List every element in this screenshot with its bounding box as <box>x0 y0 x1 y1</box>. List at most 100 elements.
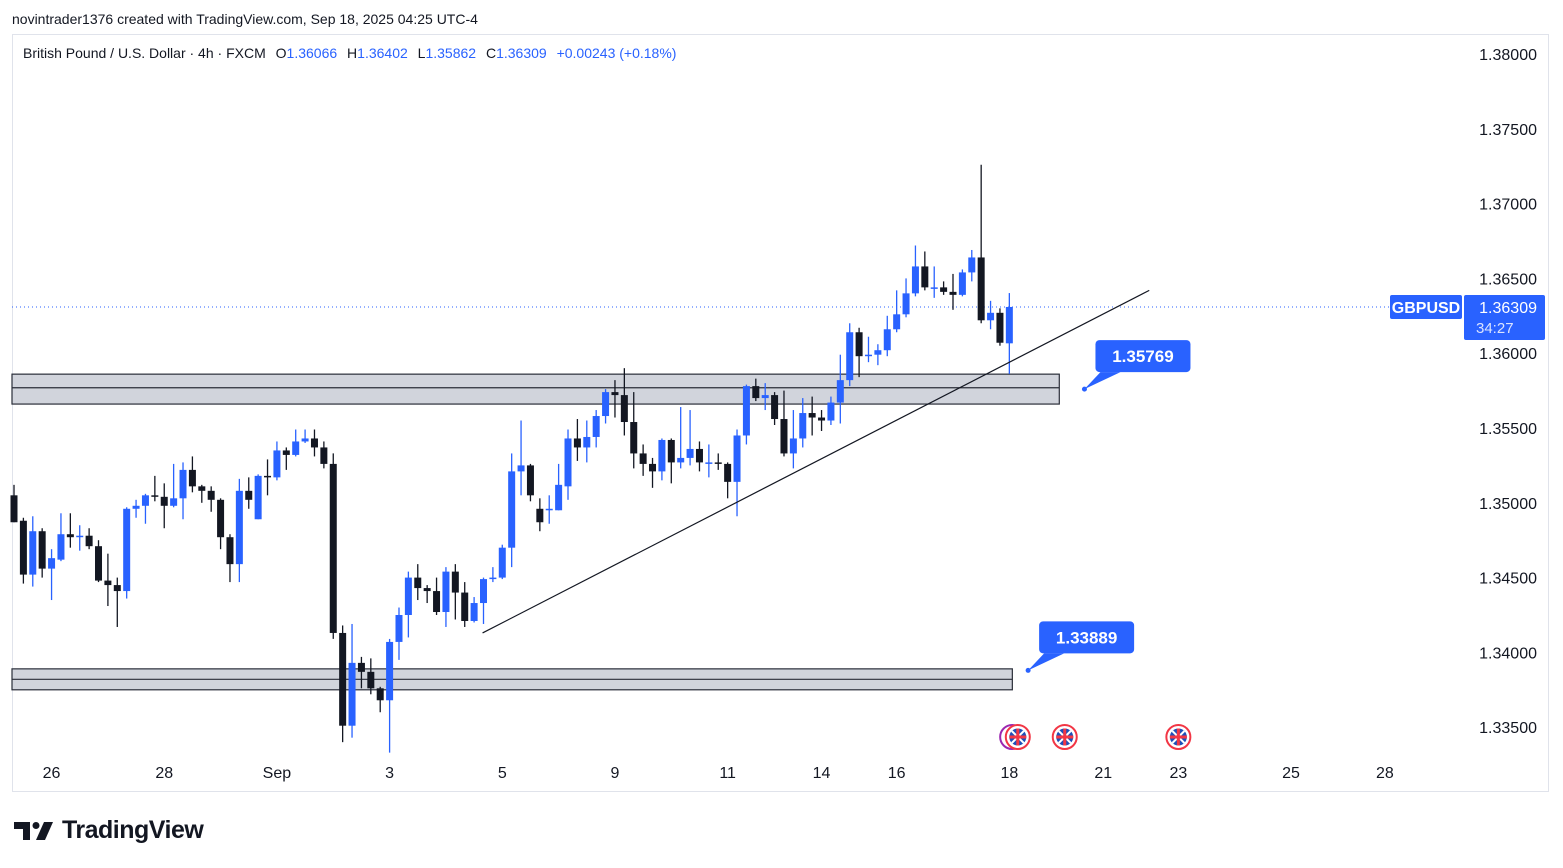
candle-body <box>498 547 506 578</box>
uk-event-flag-icon[interactable] <box>1004 724 1031 750</box>
candle-body <box>104 580 112 586</box>
candle-up <box>799 398 807 448</box>
price-callout-label: 1.33889 <box>1056 628 1117 647</box>
candle-down <box>752 378 760 402</box>
candle-body <box>846 332 854 381</box>
candle-body <box>423 588 431 592</box>
candle-up <box>508 453 516 568</box>
time-axis-label: 28 <box>155 765 173 782</box>
candle-body <box>996 312 1004 343</box>
time-axis-label: 3 <box>385 765 394 782</box>
candle-body <box>658 439 666 472</box>
candle-body <box>930 287 938 289</box>
time-axis-label: 11 <box>719 765 736 782</box>
candle-up <box>592 410 600 448</box>
candle-down <box>95 540 103 583</box>
legend-open: 1.36066 <box>286 45 338 61</box>
candle-up <box>386 638 394 753</box>
candle-body <box>602 392 610 417</box>
candle-body <box>395 615 403 642</box>
candle-up <box>404 571 412 638</box>
time-axis-label: 25 <box>1282 765 1300 782</box>
candle-up <box>583 420 591 463</box>
candle-up <box>29 516 37 587</box>
tradingview-logo[interactable]: TradingView <box>14 816 204 845</box>
candle-up <box>893 290 901 333</box>
candle-body <box>545 508 553 511</box>
candle-body <box>649 463 657 472</box>
candle-up <box>602 389 610 424</box>
candle-body <box>592 416 600 437</box>
candle-body <box>611 392 619 396</box>
candle-down <box>151 475 159 502</box>
candle-down <box>217 498 225 550</box>
legend-close-label: C <box>485 45 497 61</box>
candle-body <box>977 257 985 321</box>
candle-body <box>113 585 121 592</box>
candle-up <box>517 420 525 496</box>
candle-body <box>883 329 891 351</box>
candle-body <box>517 465 525 472</box>
candle-body <box>921 266 929 288</box>
time-axis-label: Sep <box>263 765 292 782</box>
candle-down <box>714 453 722 470</box>
time-axis-label: 23 <box>1169 765 1187 782</box>
candle-down <box>66 513 74 548</box>
candle-body <box>414 577 422 589</box>
time-axis-label: 14 <box>813 765 831 782</box>
candle-up <box>48 549 56 601</box>
candle-body <box>442 571 450 613</box>
candle-body <box>705 462 713 464</box>
candle-body <box>480 579 487 604</box>
symbol-tag-box <box>1390 294 1462 319</box>
candle-up <box>545 495 553 524</box>
candle-body <box>320 447 328 464</box>
candle-body <box>367 671 375 689</box>
candle-up <box>902 278 910 318</box>
candle-down <box>630 392 638 469</box>
time-axis-label: 26 <box>43 765 61 782</box>
candle-down <box>649 457 657 488</box>
candle-down <box>695 441 703 472</box>
uk-event-flag-icon[interactable] <box>1165 724 1192 750</box>
legend-open-label: O <box>275 45 287 61</box>
candle-up <box>883 315 891 357</box>
candle-body <box>29 531 37 575</box>
candle-up <box>141 493 149 524</box>
candle-up <box>123 507 131 599</box>
candle-up <box>273 441 281 481</box>
candle-down <box>207 486 215 512</box>
candle-down <box>19 517 27 584</box>
candle-body <box>235 490 243 565</box>
candle-down <box>620 368 628 436</box>
candle-down <box>38 528 46 578</box>
callout-pointer <box>1028 653 1065 671</box>
candle-body <box>66 534 74 538</box>
candle-down <box>310 429 318 457</box>
chart-frame <box>12 34 1549 792</box>
candle-body <box>639 453 647 464</box>
candle-body <box>226 537 234 565</box>
uk-event-flag-icon[interactable] <box>1051 724 1078 750</box>
candle-body <box>864 354 872 357</box>
candle-down <box>282 447 290 470</box>
candle-body <box>19 520 27 575</box>
candle-up <box>677 407 685 469</box>
candle-up <box>76 525 84 551</box>
candle-body <box>48 558 56 569</box>
candle-down <box>188 456 196 493</box>
time-axis-label: 5 <box>498 765 507 782</box>
price-axis-label: 1.37000 <box>1479 197 1537 214</box>
candle-down <box>226 534 234 583</box>
candle-up <box>348 623 356 738</box>
candle-body <box>170 498 178 506</box>
callout-box <box>1095 340 1191 373</box>
candle-up <box>480 577 487 624</box>
price-axis-label: 1.35500 <box>1479 421 1537 438</box>
candle-body <box>386 641 394 701</box>
price-axis-label: 1.38000 <box>1479 47 1537 64</box>
candle-down <box>357 656 365 689</box>
candle-up <box>470 597 478 623</box>
bar-countdown: 34:27 <box>1476 320 1514 337</box>
